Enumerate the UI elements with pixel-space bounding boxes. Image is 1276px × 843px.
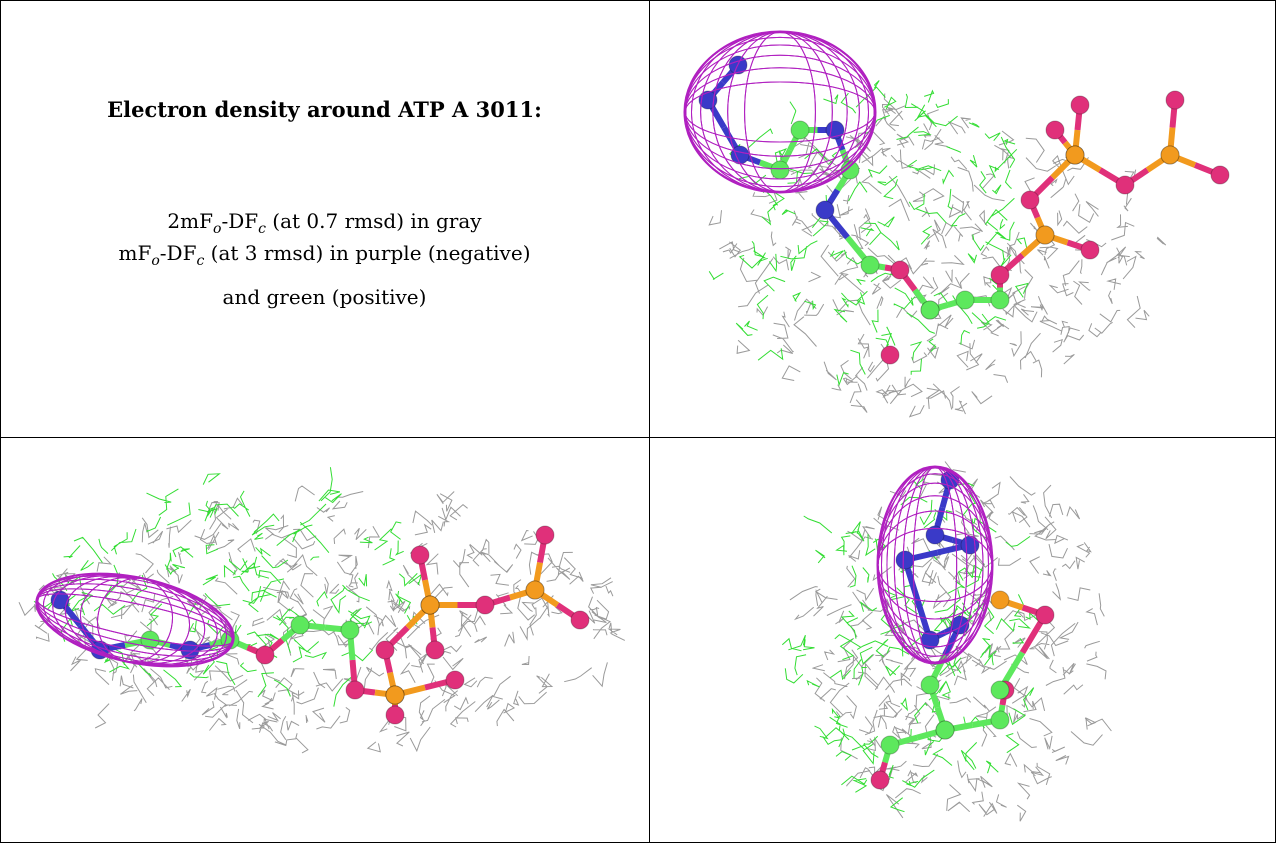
caption-line: and green (positive)	[0, 285, 649, 309]
atom	[291, 616, 309, 634]
cage-line	[878, 474, 992, 657]
atom	[991, 681, 1009, 699]
mesh	[709, 81, 1028, 385]
atom	[896, 551, 914, 569]
atom	[386, 706, 404, 724]
text: mF	[119, 241, 152, 265]
atom	[421, 596, 439, 614]
text: (at 0.7 rmsd) in gray	[266, 209, 482, 233]
atom	[771, 161, 789, 179]
mesh	[34, 467, 422, 706]
atom	[791, 121, 809, 139]
atom	[346, 681, 364, 699]
atom	[816, 201, 834, 219]
atom	[881, 346, 899, 364]
subscript: c	[258, 221, 266, 237]
atom	[376, 641, 394, 659]
atom	[386, 686, 404, 704]
atom	[476, 596, 494, 614]
atom	[536, 526, 554, 544]
atom	[411, 546, 429, 564]
atom	[526, 581, 544, 599]
atom	[1066, 146, 1084, 164]
caption-line: 2mFo-DFc (at 0.7 rmsd) in gray	[0, 209, 649, 237]
atom	[1021, 191, 1039, 209]
cell-border	[649, 0, 650, 843]
negative-density-cage	[27, 557, 242, 683]
atom	[571, 611, 589, 629]
atom	[446, 671, 464, 689]
atom	[871, 771, 889, 789]
atom	[991, 591, 1009, 609]
atom	[1081, 241, 1099, 259]
atom	[1036, 606, 1054, 624]
cage-line	[878, 474, 992, 657]
atom	[861, 256, 879, 274]
text: -DF	[221, 209, 258, 233]
atom	[1211, 166, 1229, 184]
text: 2mF	[167, 209, 213, 233]
negative-density-cage	[684, 31, 876, 193]
mesh	[782, 475, 1041, 811]
caption-cell: Electron density around ATP A 3011: 2mFo…	[0, 0, 649, 437]
subscript: o	[151, 253, 159, 269]
atom	[991, 711, 1009, 729]
text: (at 3 rmsd) in purple (negative)	[204, 241, 530, 265]
atom	[956, 291, 974, 309]
atom	[961, 536, 979, 554]
atom	[936, 721, 954, 739]
atom	[891, 261, 909, 279]
caption-title: Electron density around ATP A 3011:	[0, 97, 649, 122]
text: -DF	[160, 241, 197, 265]
atom	[921, 676, 939, 694]
cell-border	[0, 437, 1276, 438]
atom	[991, 266, 1009, 284]
atom	[341, 621, 359, 639]
cage-line	[878, 483, 992, 647]
atom	[1046, 121, 1064, 139]
caption-line: mFo-DFc (at 3 rmsd) in purple (negative)	[0, 241, 649, 269]
atom	[426, 641, 444, 659]
atom	[1116, 176, 1134, 194]
atom	[991, 291, 1009, 309]
cage-line	[878, 483, 992, 647]
atom	[256, 646, 274, 664]
atom	[921, 301, 939, 319]
cage-line	[28, 557, 242, 683]
mesh	[19, 486, 625, 753]
atom	[1071, 96, 1089, 114]
atom	[1161, 146, 1179, 164]
negative-density-cage	[877, 466, 993, 664]
atom	[841, 161, 859, 179]
atom	[881, 736, 899, 754]
atom	[1166, 91, 1184, 109]
text: and green (positive)	[223, 285, 427, 309]
atom	[1036, 226, 1054, 244]
